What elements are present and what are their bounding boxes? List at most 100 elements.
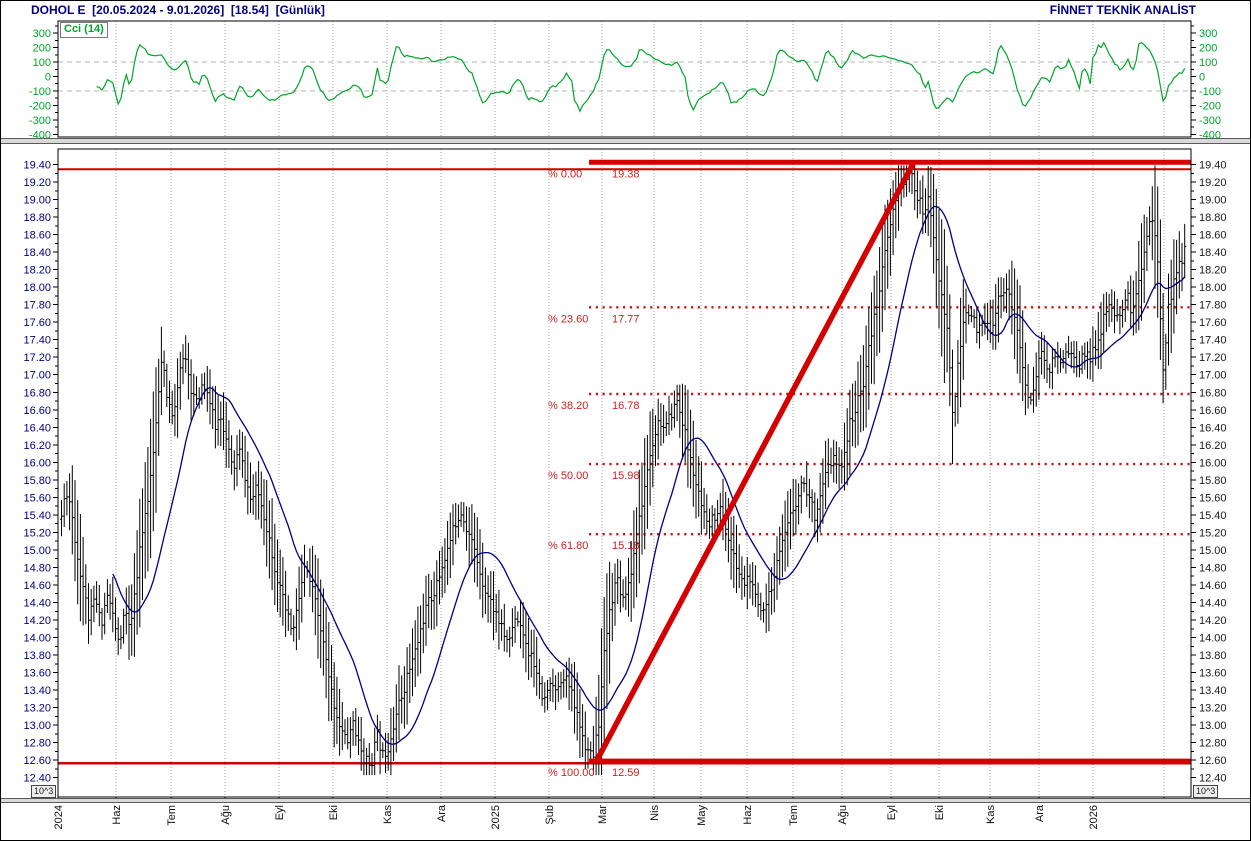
- axis-separator: [1, 798, 1250, 803]
- price-y-label-left: 18.00: [23, 282, 51, 294]
- price-y-label-left: 18.20: [23, 265, 51, 277]
- price-y-label-right: 16.60: [1199, 405, 1227, 417]
- cci-y-label-right: 200: [1199, 43, 1217, 55]
- price-y-label-right: 16.40: [1199, 422, 1227, 434]
- price-y-label-right: 15.20: [1199, 527, 1227, 539]
- cci-y-label-right: 300: [1199, 28, 1217, 40]
- fibonacci-dotted-lines: [589, 306, 1191, 536]
- price-y-label-left: 14.60: [23, 580, 51, 592]
- cci-axis-ticks: [53, 25, 1196, 135]
- cci-y-label-left: 300: [33, 28, 51, 40]
- price-y-label-right: 14.40: [1199, 598, 1227, 610]
- price-y-label-left: 16.60: [23, 405, 51, 417]
- price-y-label-left: 18.80: [23, 212, 51, 224]
- price-y-label-right: 17.20: [1199, 352, 1227, 364]
- x-axis-label: Ağu: [837, 805, 849, 825]
- price-y-label-right: 18.00: [1199, 282, 1227, 294]
- price-y-label-left: 16.80: [23, 387, 51, 399]
- app-title: FİNNET TEKNİK ANALİST: [1049, 3, 1196, 17]
- fib-value-label: 15.18: [612, 540, 640, 552]
- price-y-label-right: 14.80: [1199, 562, 1227, 574]
- fib-value-label: 12.59: [612, 767, 640, 779]
- price-y-label-right: 15.40: [1199, 510, 1227, 522]
- price-y-label-right: 14.20: [1199, 615, 1227, 627]
- fib-value-label: 15.98: [612, 470, 640, 482]
- cci-y-label-left: -300: [29, 115, 51, 127]
- cci-y-label-left: 0: [45, 72, 51, 84]
- cci-y-label-right: -300: [1199, 115, 1221, 127]
- x-axis-label: 2025: [490, 805, 502, 829]
- price-y-label-right: 18.40: [1199, 247, 1227, 259]
- price-y-label-left: 17.00: [23, 370, 51, 382]
- cci-line: [96, 41, 1186, 113]
- price-y-label-left: 19.40: [23, 160, 51, 172]
- x-axis-label: Nis: [649, 805, 661, 821]
- cci-y-label-left: -100: [29, 86, 51, 98]
- price-y-label-right: 15.80: [1199, 475, 1227, 487]
- price-y-label-right: 17.60: [1199, 317, 1227, 329]
- price-y-label-left: 13.40: [23, 685, 51, 697]
- price-y-label-left: 12.60: [23, 755, 51, 767]
- price-y-label-left: 15.80: [23, 475, 51, 487]
- cci-y-label-left: -200: [29, 100, 51, 112]
- symbol-title: DOHOL E [20.05.2024 - 9.01.2026] [18.54]…: [31, 3, 325, 17]
- cci-plot-frame[interactable]: [57, 20, 1192, 138]
- price-y-label-right: 12.80: [1199, 738, 1227, 750]
- fib-value-label: 19.38: [612, 168, 640, 180]
- price-axis-labels: 19.40 19.40 19.20 19.20 19.00 19.00 18.80 18.80…: [23, 160, 1226, 785]
- price-y-label-right: 13.20: [1199, 703, 1227, 715]
- fib-percent-label: % 0.00: [548, 168, 582, 180]
- x-axis-label: Tem: [788, 805, 800, 826]
- price-y-label-left: 15.20: [23, 527, 51, 539]
- fib-percent-label: % 23.60: [548, 313, 588, 325]
- fib-percent-label: % 100.00: [548, 767, 594, 779]
- price-y-label-right: 16.80: [1199, 387, 1227, 399]
- cci-y-label-right: 0: [1199, 72, 1205, 84]
- horizontal-price-lines: [58, 168, 1191, 765]
- price-y-label-right: 16.20: [1199, 440, 1227, 452]
- price-plot-frame[interactable]: [57, 148, 1192, 798]
- panel-separator: [1, 138, 1250, 144]
- scale-note-left: 10^3: [31, 785, 57, 798]
- price-y-label-left: 12.80: [23, 738, 51, 750]
- x-axis-label: Ara: [436, 804, 448, 822]
- cci-indicator-label: Cci (14): [60, 22, 108, 38]
- x-axis-label: Haz: [111, 805, 123, 825]
- price-y-label-right: 14.00: [1199, 633, 1227, 645]
- price-y-label-left: 16.40: [23, 422, 51, 434]
- price-y-label-left: 19.20: [23, 177, 51, 189]
- fib-value-label: 17.77: [612, 313, 640, 325]
- price-y-label-left: 14.40: [23, 598, 51, 610]
- price-y-label-left: 15.60: [23, 492, 51, 504]
- price-y-label-right: 15.60: [1199, 492, 1227, 504]
- cci-y-label-left: 100: [33, 57, 51, 69]
- price-y-label-left: 13.20: [23, 703, 51, 715]
- price-y-label-right: 13.00: [1199, 720, 1227, 732]
- price-y-label-right: 13.60: [1199, 668, 1227, 680]
- x-axis-labels: 2024 Haz Tem Ağu Eyl Eki Kas Ara 2025 Şub Mar Nis Ma…: [53, 804, 1100, 829]
- fibonacci-labels: % 0.00 19.38 % 23.60 17.77 % 38.20 16.78 % 50.…: [548, 168, 640, 779]
- x-axis-label: Eki: [934, 805, 946, 820]
- price-y-label-right: 18.80: [1199, 212, 1227, 224]
- price-y-label-right: 16.00: [1199, 457, 1227, 469]
- price-y-label-right: 18.20: [1199, 265, 1227, 277]
- price-y-label-left: 17.60: [23, 317, 51, 329]
- price-y-label-right: 12.40: [1199, 773, 1227, 785]
- cci-y-label-right: -100: [1199, 86, 1221, 98]
- price-y-label-right: 12.60: [1199, 755, 1227, 767]
- x-axis-label: 2024: [53, 805, 65, 829]
- price-y-label-right: 13.80: [1199, 650, 1227, 662]
- fibonacci-thick-lines: [589, 159, 1191, 764]
- price-y-label-left: 14.00: [23, 633, 51, 645]
- price-bars: [59, 165, 1187, 776]
- price-y-label-right: 17.40: [1199, 335, 1227, 347]
- x-axis-label: Kas: [382, 805, 394, 824]
- price-y-label-left: 18.40: [23, 247, 51, 259]
- price-y-label-right: 19.40: [1199, 160, 1227, 172]
- x-axis-label: Eyl: [886, 805, 898, 820]
- price-y-label-left: 13.80: [23, 650, 51, 662]
- price-y-label-left: 15.00: [23, 545, 51, 557]
- x-axis-label: Mar: [597, 805, 609, 824]
